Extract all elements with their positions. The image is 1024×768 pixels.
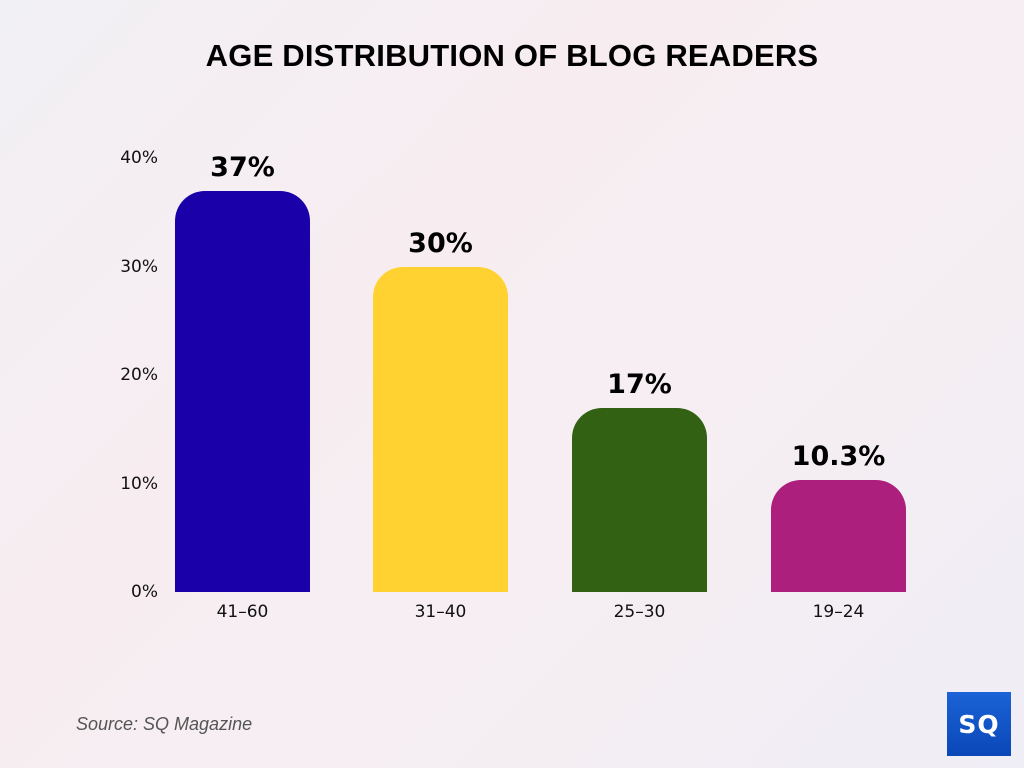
- x-tick-label: 25–30: [613, 602, 666, 622]
- y-tick-label: 0%: [131, 582, 158, 602]
- bar-31–40: [373, 266, 508, 592]
- bar-19–24: [771, 480, 906, 592]
- y-tick-label: 10%: [120, 473, 158, 494]
- y-tick-label: 40%: [120, 148, 158, 168]
- logo-text: SQ: [958, 709, 1000, 739]
- y-tick-label: 20%: [120, 365, 158, 385]
- bar-value-label: 17%: [607, 368, 672, 400]
- chart-title: AGE DISTRIBUTION OF BLOG READERS: [205, 38, 819, 73]
- sq-logo: SQ: [947, 692, 1011, 756]
- x-tick-label: 41–60: [216, 602, 269, 622]
- bar-41–60: [175, 190, 310, 592]
- bar-value-label: 37%: [210, 151, 275, 183]
- bar-value-label: 30%: [408, 227, 473, 259]
- y-tick-label: 30%: [120, 256, 158, 277]
- source-note: Source: SQ Magazine: [76, 714, 253, 734]
- bar-25–30: [572, 407, 707, 592]
- bar-value-label: 10.3%: [791, 441, 886, 473]
- x-tick-label: 19–24: [812, 602, 865, 622]
- x-tick-label: 31–40: [414, 602, 467, 622]
